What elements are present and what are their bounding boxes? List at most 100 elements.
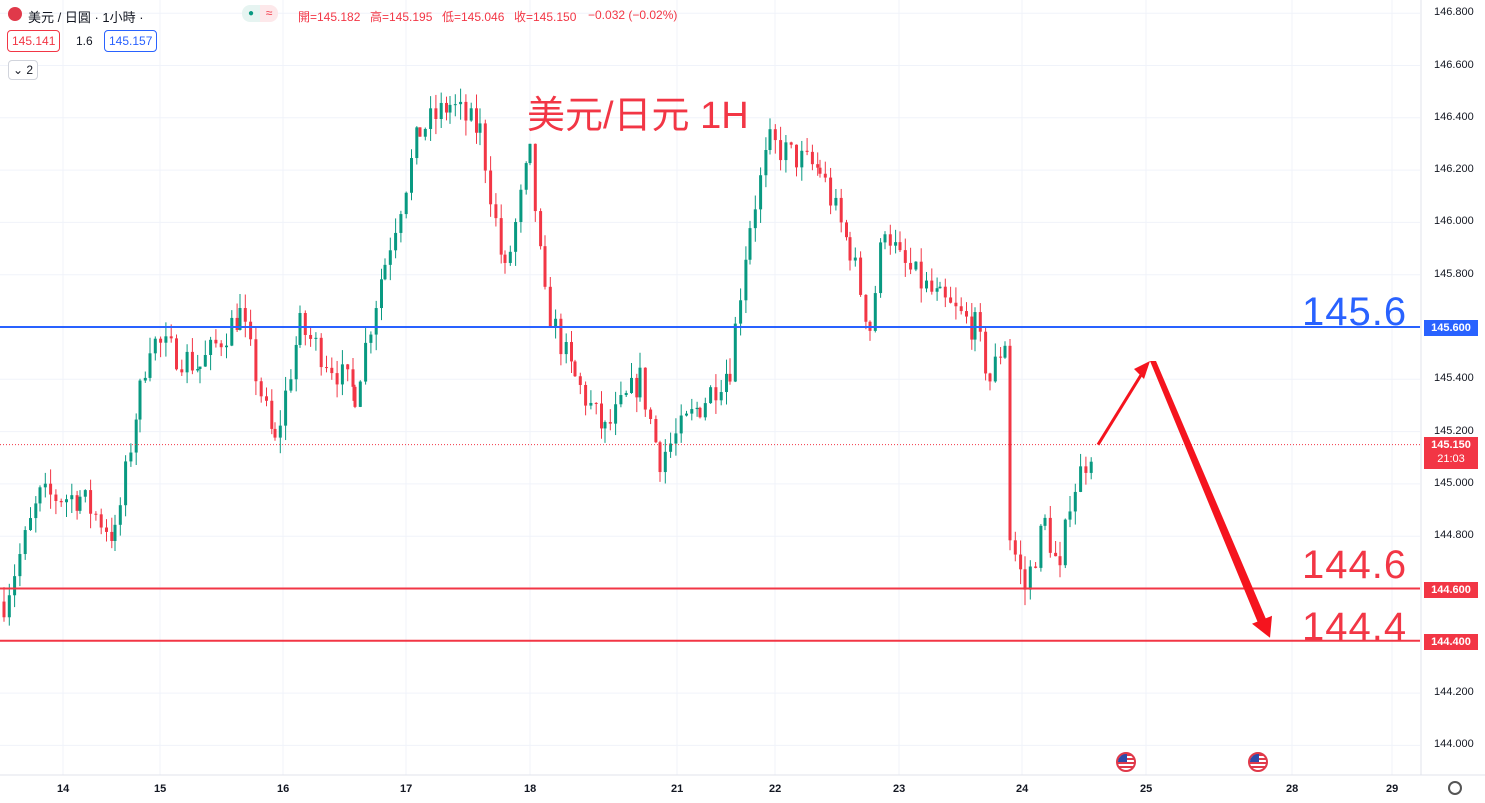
candle-body [999,356,1003,358]
candle-body [209,339,213,355]
candle-body [18,554,22,577]
candle-body [225,345,228,348]
candle-body [254,339,258,382]
candle-body [818,167,822,174]
indicators-count: 2 [26,63,34,77]
candle-body [54,494,58,501]
candle-body [319,337,323,368]
candle-body [1073,491,1077,512]
candle-body [110,531,114,541]
candle-body [508,251,512,263]
candle-body [695,407,699,410]
candle-body [175,338,178,370]
candle-body [129,452,133,462]
candle-body [369,334,373,343]
candle-body [278,425,282,438]
candle-body [663,451,667,473]
candle-body [739,300,743,324]
candle-body [714,387,718,401]
candle-body [548,286,552,327]
candle-body [988,373,992,382]
us-event-flag-icon[interactable] [1116,752,1136,772]
candle-body [943,286,947,298]
status-wave-icon[interactable]: ≈ [260,5,278,22]
candle-body [230,317,234,346]
candle-body [965,311,968,317]
candle-body [823,173,827,178]
bid-price-button[interactable]: 145.141 [7,30,61,52]
candle-body [94,513,98,515]
candle-body [973,312,977,340]
candle-body [764,149,768,176]
candle-body [709,387,713,404]
candle-body [914,261,918,270]
projection-arrow-up [1096,366,1148,446]
candle-body [888,234,892,246]
candle-body [658,442,662,473]
candle-body [853,257,857,261]
level-label-144-4: 144.4 [1302,605,1408,649]
candle-body [600,403,603,429]
candle-body [984,331,988,374]
candle-body [483,123,487,171]
candle-body [725,373,728,393]
candle-body [759,175,763,210]
candle-body [674,433,678,444]
candle-body [196,368,200,371]
candle-body [795,144,798,168]
candle-body [34,503,38,519]
candle-body [925,280,928,289]
candle-body [489,170,493,205]
candle-body [134,419,138,453]
symbol-flag-icon[interactable] [8,7,22,21]
indicators-toggle-button[interactable]: ⌄ 2 [8,60,39,80]
ask-price-button[interactable]: 145.157 [104,30,158,52]
candle-body [169,336,173,339]
candle-body [259,381,263,397]
candle-body [164,336,168,343]
date-tick-label: 28 [1286,783,1299,795]
candle-body [845,222,848,238]
price-tick-label: 145.000 [1434,476,1474,489]
candle-body [864,294,868,322]
us-event-flag-icon[interactable] [1248,752,1268,772]
candle-body [685,413,688,416]
candle-body [78,496,82,511]
candle-body [649,409,653,420]
candlestick-series [2,88,1093,626]
candle-body [374,308,378,335]
candle-body [309,334,313,339]
candle-body [930,280,934,292]
date-tick-label: 17 [400,783,413,795]
candle-body [180,369,184,373]
level-tag-144-6: 144.600 [1424,582,1478,598]
candle-body [564,342,568,355]
candle-body [423,128,427,137]
candle-body [203,354,207,367]
gear-icon[interactable] [1448,781,1462,795]
horizontal-levels[interactable] [0,326,1420,642]
candle-body [554,318,558,327]
candle-body [584,384,588,406]
status-dot-icon[interactable]: ● [242,5,260,22]
price-change: −0.032 (−0.02%) [588,8,678,22]
candle-body [733,323,737,382]
candle-body [703,403,707,418]
price-tick-label: 144.000 [1434,738,1474,751]
candle-body [415,127,419,159]
candle-body [773,129,777,141]
candle-body [744,259,748,301]
date-tick-label: 22 [769,783,782,795]
candle-body [1019,554,1023,570]
candle-body [358,381,362,407]
candle-body [638,367,642,398]
candle-body [570,342,573,362]
candle-body [148,353,152,378]
candle-body [83,490,87,497]
candle-body [1089,461,1093,473]
candle-body [38,487,42,504]
candle-body [654,419,658,443]
symbol-title[interactable]: 美元 / 日圓 · 1小時 · [28,10,144,25]
candle-body [784,142,788,161]
